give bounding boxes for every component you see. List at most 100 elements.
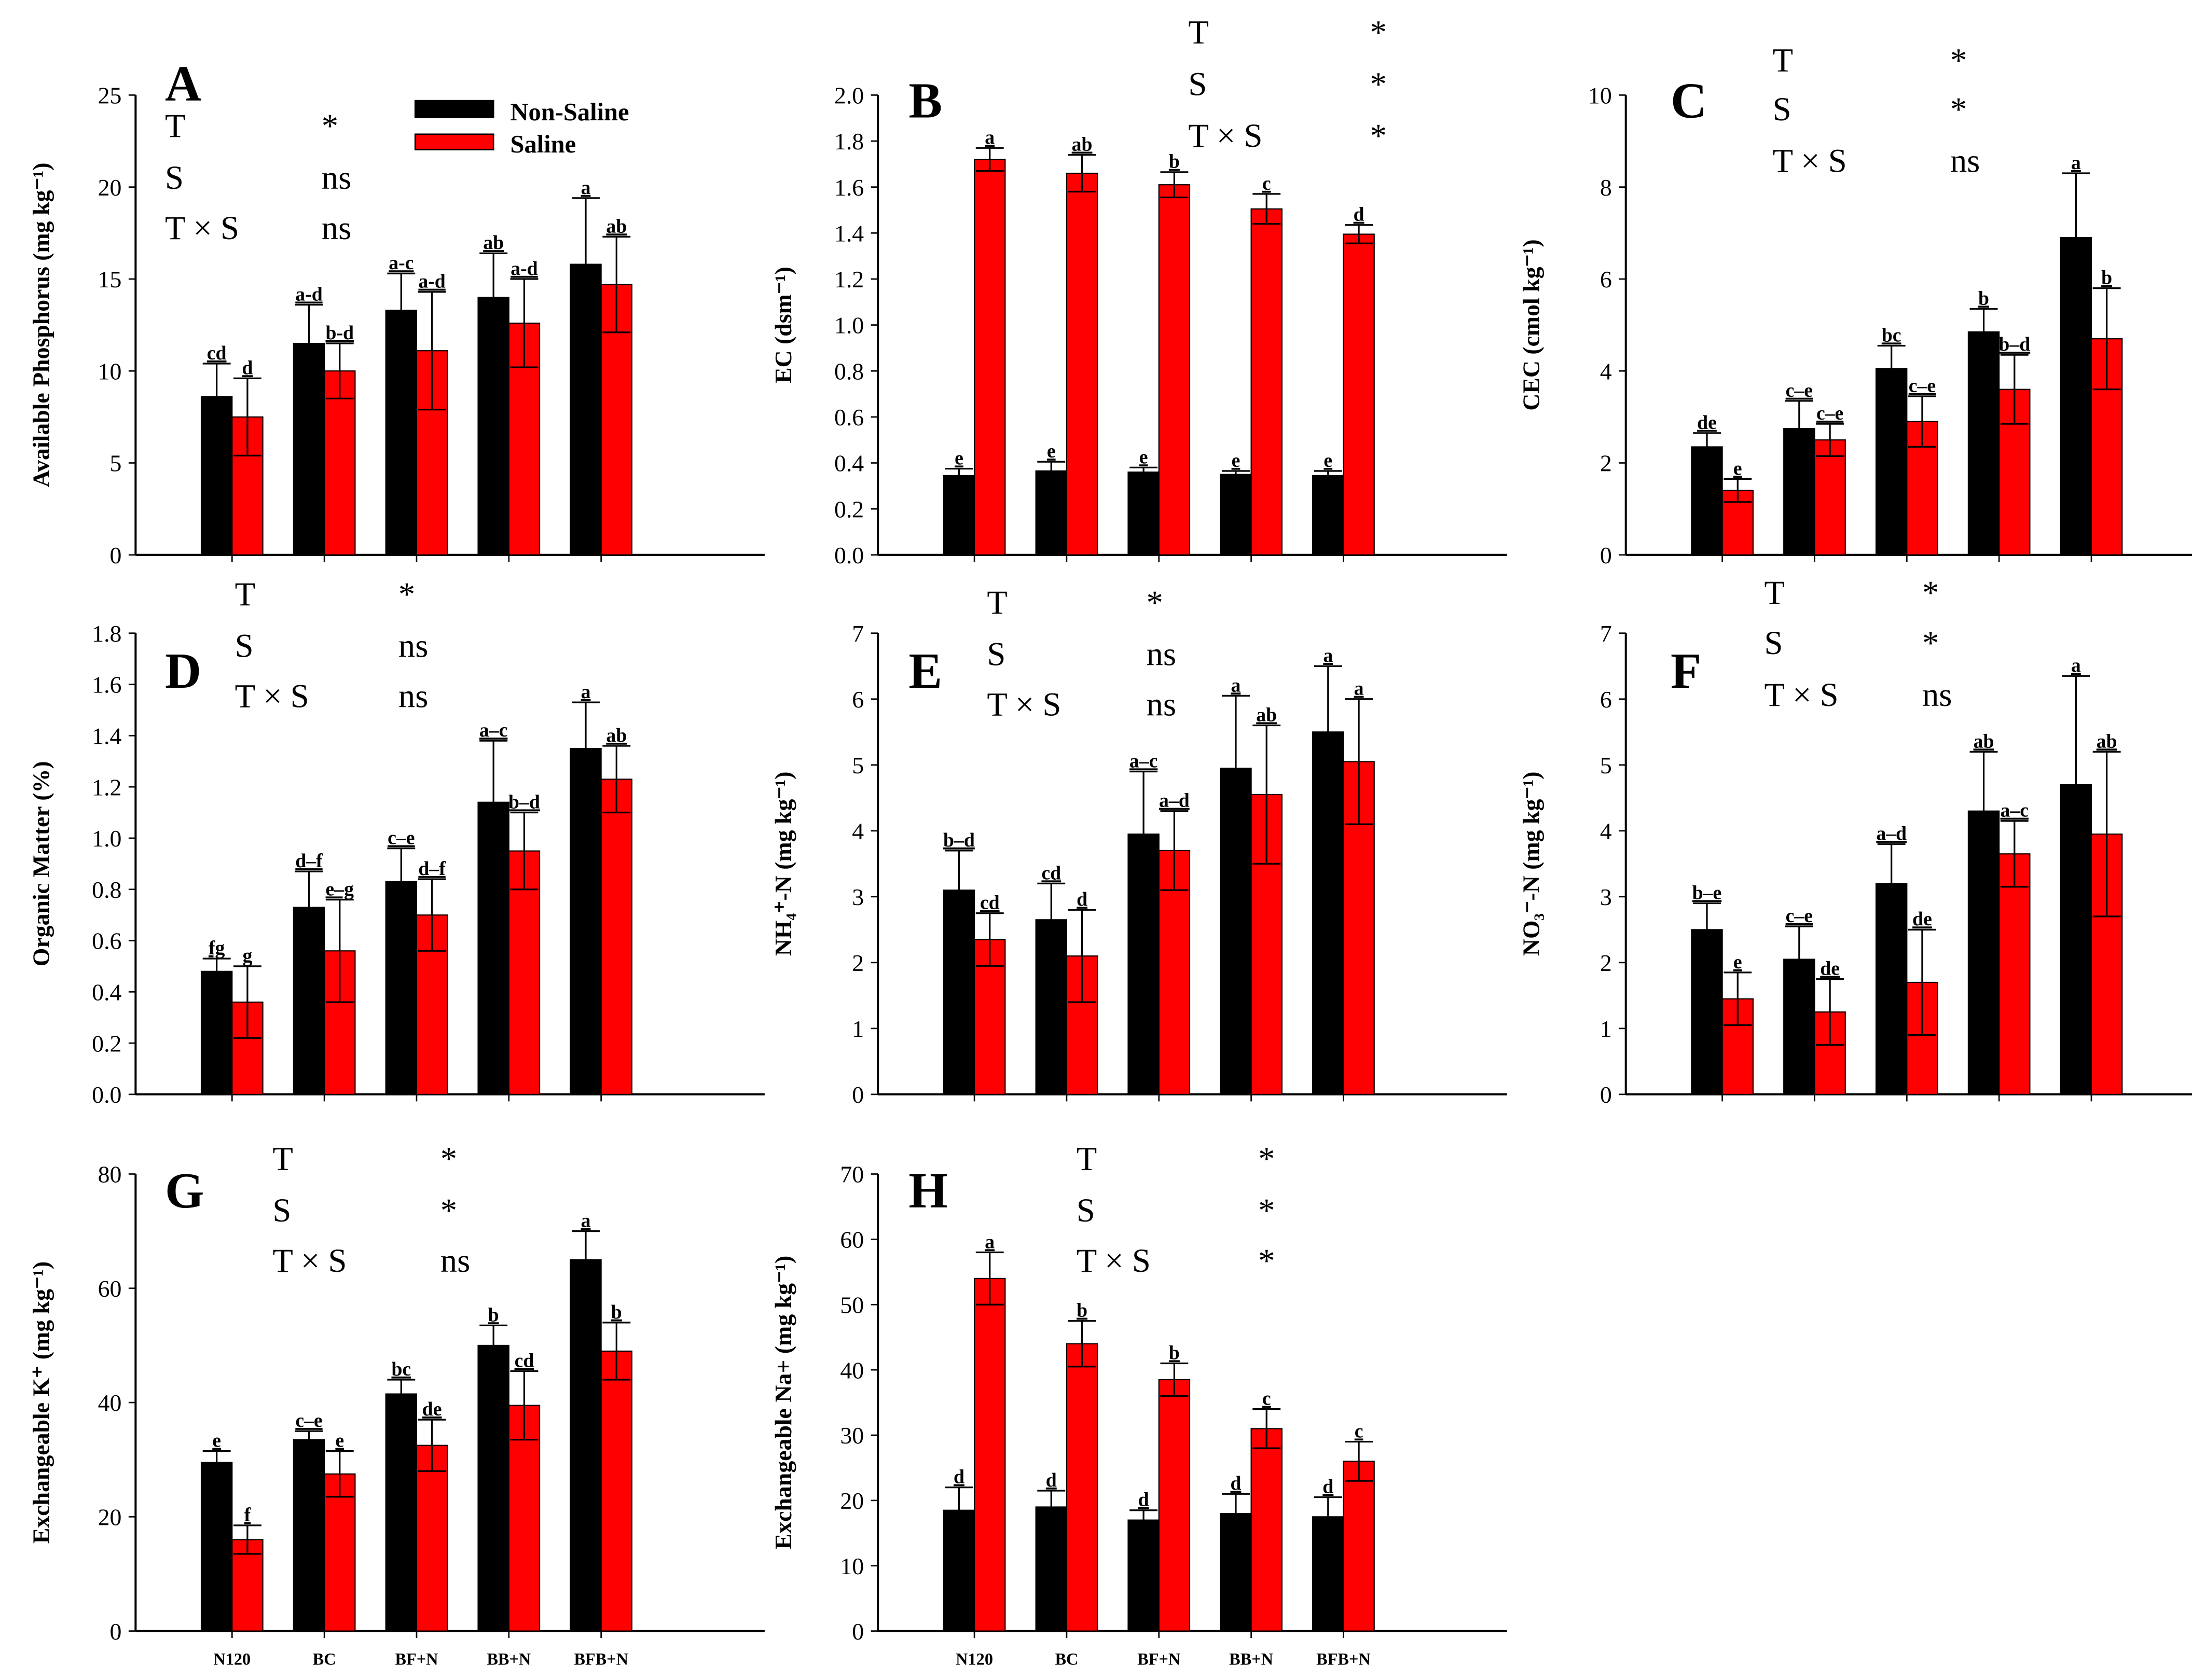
y-axis-label: EC (dsm⁻¹) [770,267,796,383]
bar-saline [1066,172,1098,556]
panel-c: 0 2 4 6 8 10 CEC (cmol kg⁻¹) C T * S * T × S ns de e c–e… [1518,41,2192,568]
significance-letter: b-d [326,322,354,344]
bar-saline [231,1539,264,1632]
significance-letter: a [985,127,995,148]
bar-saline [508,850,541,1095]
stat-term: T [165,107,185,144]
y-tick-label: 20 [98,174,122,201]
significance-letter: a [1354,678,1364,700]
y-tick-label: 10 [840,1553,864,1579]
stat-significance: * [398,575,415,613]
bar-non-saline [1127,471,1160,556]
stat-term: T [235,575,256,613]
x-tick-label: BC [1055,1649,1078,1668]
y-axis-label: NO₃⁻-N (mg kg⁻¹) [1518,771,1545,956]
bar-saline [1343,233,1375,556]
stat-term: S [1773,90,1791,128]
significance-letter: d [1322,1476,1333,1497]
panel-g: 0 20 40 60 80 Exchangeable K⁺ (mg kg⁻¹) G T * S * T… [27,1140,765,1668]
significance-letter: d [1046,1469,1057,1491]
stat-significance: * [1258,1242,1275,1279]
stat-significance: ns [1950,142,1980,179]
y-tick-label: 6 [1600,266,1612,293]
x-tick-label: BFB+N [1316,1649,1371,1668]
stat-term: T [987,584,1008,621]
stat-term: T × S [1077,1242,1151,1279]
y-tick-label: 6 [852,686,864,713]
y-tick-label: 0 [852,1081,864,1108]
stat-term: T × S [987,686,1061,723]
x-tick-label: BC [313,1649,336,1668]
y-axis-label: CEC (cmol kg⁻¹) [1518,239,1545,410]
y-tick-label: 4 [1600,358,1612,384]
stat-significance: ns [1147,635,1177,673]
significance-letter: a [2071,655,2081,676]
y-tick-label: 7 [852,620,864,647]
y-tick-label: 15 [98,266,122,293]
y-tick-label: 7 [1600,620,1612,647]
stat-significance: ns [322,159,352,196]
y-axis-label: NH₄⁺-N (mg kg⁻¹) [770,771,796,956]
bar-non-saline [943,475,975,556]
stat-significance: ns [1147,686,1177,723]
significance-letter: b [488,1304,499,1326]
legend-swatch-saline [414,133,494,150]
significance-letter: a–d [1159,790,1190,812]
significance-letter: a [2071,152,2081,174]
significance-letter: b–d [1998,334,2030,355]
y-tick-label: 1.0 [834,312,864,339]
significance-letter: e–g [326,878,354,900]
significance-letter: cd [980,892,1000,913]
bar-non-saline [477,1344,509,1632]
y-tick-label: 3 [852,884,864,910]
significance-letter: a [985,1231,995,1253]
panel-letter: F [1671,643,1701,699]
significance-letter: d [954,1466,964,1488]
y-tick-label: 1.2 [834,266,864,293]
y-tick-label: 4 [1600,818,1612,844]
bar-saline [1250,1428,1283,1632]
bar-saline [1250,208,1283,556]
y-tick-label: 0 [110,542,122,568]
stat-term: S [165,159,184,196]
stat-term: T × S [1764,676,1838,713]
bar-non-saline [385,310,418,556]
y-tick-label: 0 [1600,1081,1612,1108]
y-tick-label: 10 [1588,82,1612,108]
x-tick-label: N120 [956,1649,993,1668]
panel-letter: E [908,643,942,699]
bar-saline [508,1405,541,1632]
y-tick-label: 1.4 [92,723,121,749]
significance-letter: e [1232,450,1240,471]
stat-term: S [272,1191,291,1229]
bar-saline [600,779,632,1095]
y-tick-label: 5 [110,450,122,477]
significance-letter: a [581,681,591,703]
stat-term: T × S [1188,117,1262,154]
stat-significance: * [1922,574,1939,611]
significance-letter: a–d [1876,823,1907,844]
bar-non-saline [570,1259,602,1632]
stat-term: S [987,635,1005,673]
significance-letter: a–c [479,719,507,741]
legend: Non-Saline Saline [414,99,629,158]
significance-letter: b [1169,151,1180,173]
significance-letter: a-d [295,283,322,305]
bar-saline [1158,1379,1191,1632]
significance-letter: d [242,357,253,379]
y-tick-label: 60 [98,1275,122,1302]
stat-term: S [1188,65,1207,102]
significance-letter: e [335,1430,344,1452]
stat-significance: ns [398,627,429,664]
y-tick-label: 0.4 [92,979,121,1005]
significance-letter: a [1231,674,1241,696]
y-tick-label: 8 [1600,174,1612,201]
y-tick-label: 1.6 [834,174,864,201]
stat-term: T [1764,574,1785,611]
y-axis-label: Exchangeable Na+ (mg kg⁻¹) [770,1256,796,1550]
panel-f: 0 1 2 3 4 5 6 7 NO₃⁻-N (mg kg⁻¹) F T * S * T × S ns b–e e… [1518,574,2192,1108]
bar-saline [1814,439,1846,556]
bar-saline [1066,1343,1098,1632]
significance-letter: c [1262,1388,1271,1410]
